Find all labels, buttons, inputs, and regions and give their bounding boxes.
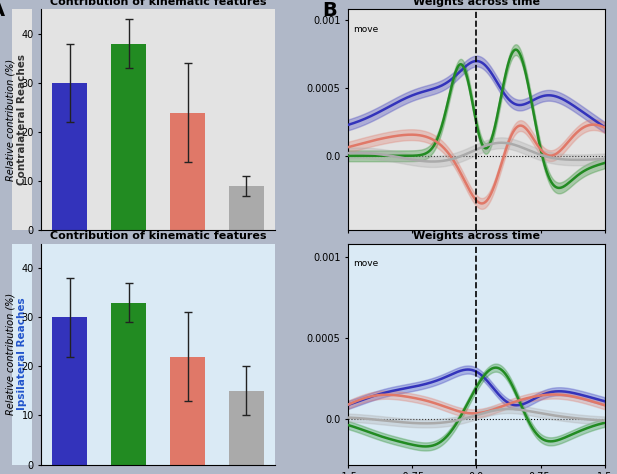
Text: Speed: Speed — [114, 253, 144, 263]
Bar — [170, 112, 205, 230]
Text: Contralateral Reaches: Contralateral Reaches — [17, 55, 27, 185]
Bar — [52, 317, 88, 465]
Bar — [111, 302, 146, 465]
Text: move: move — [354, 259, 378, 268]
Title: Contribution of kinematic features: Contribution of kinematic features — [50, 0, 267, 7]
Text: Ipsilateral Reaches: Ipsilateral Reaches — [17, 298, 27, 410]
Title: Contribution of kinematic features: Contribution of kinematic features — [50, 231, 267, 241]
Title: Weights across time: Weights across time — [413, 231, 540, 241]
Title: Weights across time: Weights across time — [413, 0, 540, 7]
Text: A: A — [0, 0, 6, 19]
Text: move: move — [354, 25, 378, 34]
Text: Theta: Theta — [173, 253, 202, 263]
Y-axis label: Relative contribution (%): Relative contribution (%) — [6, 293, 16, 415]
Bar — [170, 356, 205, 465]
Text: Θ: Θ — [184, 272, 191, 282]
Text: Z: Z — [125, 272, 132, 282]
Text: Position: Position — [51, 253, 89, 263]
Text: Phi: Phi — [239, 253, 254, 263]
Bar — [52, 83, 88, 230]
Text: B: B — [323, 0, 337, 19]
Text: Φ: Φ — [242, 272, 251, 282]
Y-axis label: Relative contribution (%): Relative contribution (%) — [6, 59, 16, 181]
Text: Z: Z — [67, 272, 73, 282]
Bar — [111, 44, 146, 230]
Bar — [229, 391, 264, 465]
Bar — [229, 186, 264, 230]
